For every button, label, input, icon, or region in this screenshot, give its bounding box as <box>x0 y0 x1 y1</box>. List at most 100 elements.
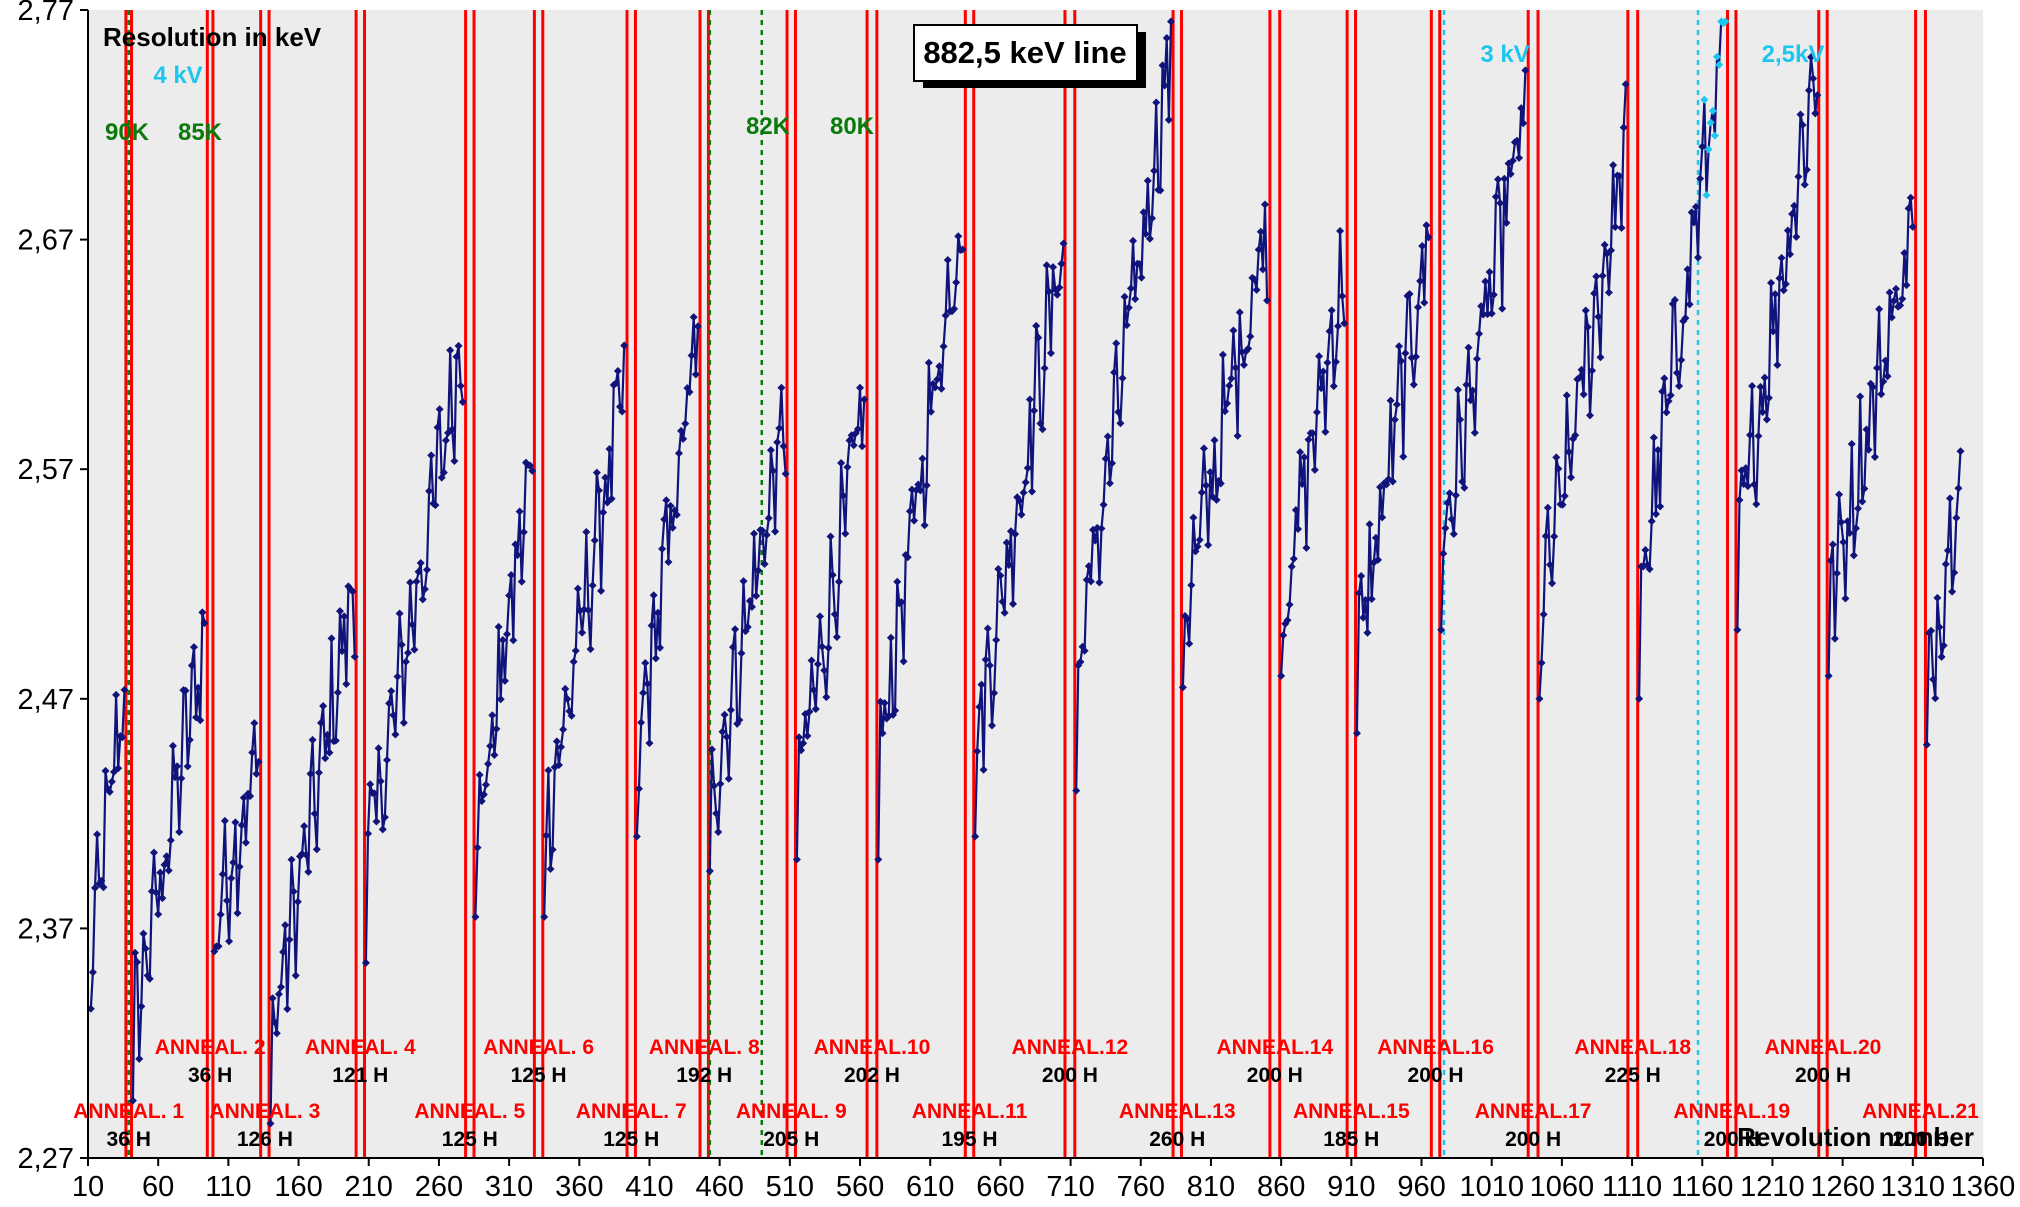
data-point <box>1137 273 1146 282</box>
data-point <box>194 683 203 692</box>
data-point <box>1902 281 1911 290</box>
data-point <box>893 577 902 586</box>
data-point <box>1860 484 1869 493</box>
data-point <box>135 1054 144 1063</box>
data-point <box>1291 506 1300 515</box>
anneal-hours-1: 36 H <box>107 1128 151 1151</box>
data-point <box>1700 95 1709 104</box>
data-point <box>803 731 812 740</box>
data-point <box>1411 352 1420 361</box>
data-point <box>1562 391 1571 400</box>
data-point <box>714 827 723 836</box>
data-point <box>1952 513 1961 522</box>
data-point <box>1472 354 1481 363</box>
data-point <box>289 887 298 896</box>
data-point <box>1800 180 1809 189</box>
data-point <box>1735 495 1744 504</box>
data-point <box>287 855 296 864</box>
data-point <box>503 630 512 639</box>
anneal-label-4: ANNEAL. 4 <box>305 1036 416 1059</box>
data-point <box>1754 432 1763 441</box>
anneal-hours-10: 202 H <box>844 1064 900 1087</box>
data-point <box>1244 344 1253 353</box>
data-point <box>1552 453 1561 462</box>
data-point <box>651 654 660 663</box>
data-point <box>1545 560 1554 569</box>
data-point <box>1835 490 1844 499</box>
x-tick-label-1310: 1310 <box>1881 1171 1946 1202</box>
data-point <box>1367 595 1376 604</box>
data-point <box>729 643 738 652</box>
data-point <box>1409 380 1418 389</box>
data-point <box>1352 729 1361 738</box>
anneal-hours-20: 200 H <box>1795 1064 1851 1087</box>
data-point <box>454 341 463 350</box>
data-point <box>1931 694 1940 703</box>
data-point <box>481 780 490 789</box>
data-point <box>1833 569 1842 578</box>
data-point <box>567 711 576 720</box>
data-point <box>181 686 190 695</box>
data-point <box>1851 524 1860 533</box>
data-point <box>1097 524 1106 533</box>
data-point <box>1845 529 1854 538</box>
data-point <box>920 521 929 530</box>
anneal-label-9: ANNEAL. 9 <box>736 1100 847 1123</box>
data-point <box>306 769 315 778</box>
data-point <box>131 948 140 957</box>
data-point <box>1954 484 1963 493</box>
data-point <box>1660 374 1669 383</box>
data-point <box>1034 333 1043 342</box>
data-point <box>1374 555 1383 564</box>
data-point <box>300 822 309 831</box>
data-point <box>897 598 906 607</box>
data-point <box>1929 675 1938 684</box>
data-point <box>794 733 803 742</box>
data-point <box>1583 322 1592 331</box>
data-point <box>1615 172 1624 181</box>
data-point <box>88 968 97 977</box>
data-point <box>374 744 383 753</box>
data-point <box>1340 319 1349 328</box>
data-point <box>1386 396 1395 405</box>
data-point <box>1152 98 1161 107</box>
data-point <box>1261 200 1270 209</box>
data-point <box>1227 374 1236 383</box>
data-point <box>660 515 669 524</box>
data-point <box>175 828 184 837</box>
data-point <box>1464 343 1473 352</box>
data-point <box>1881 356 1890 365</box>
data-point <box>401 657 410 666</box>
data-point <box>1221 407 1229 416</box>
data-point <box>1654 445 1663 454</box>
data-point <box>1002 538 1011 547</box>
data-point <box>1329 382 1338 391</box>
data-point <box>1756 382 1765 391</box>
data-point <box>107 777 116 786</box>
data-point <box>1416 277 1425 286</box>
data-point <box>1775 274 1784 283</box>
data-point <box>279 948 288 957</box>
data-point <box>517 577 526 586</box>
data-point <box>1943 546 1952 555</box>
anneal-label-15: ANNEAL.15 <box>1293 1100 1410 1123</box>
data-point <box>1363 628 1372 637</box>
data-point <box>764 514 773 523</box>
data-point <box>154 910 163 919</box>
data-point <box>323 730 332 739</box>
data-point <box>886 633 895 642</box>
data-point <box>1843 517 1852 526</box>
data-point <box>1086 577 1095 586</box>
data-point <box>93 830 102 839</box>
data-point <box>1535 694 1544 703</box>
data-point <box>1550 532 1559 541</box>
data-point <box>712 809 721 818</box>
anneal-label-7: ANNEAL. 7 <box>576 1100 687 1123</box>
data-point <box>670 506 679 515</box>
data-point <box>1202 481 1211 490</box>
data-point <box>1312 408 1321 417</box>
data-point <box>710 781 719 790</box>
data-point <box>1361 595 1370 604</box>
data-point <box>1158 61 1167 70</box>
